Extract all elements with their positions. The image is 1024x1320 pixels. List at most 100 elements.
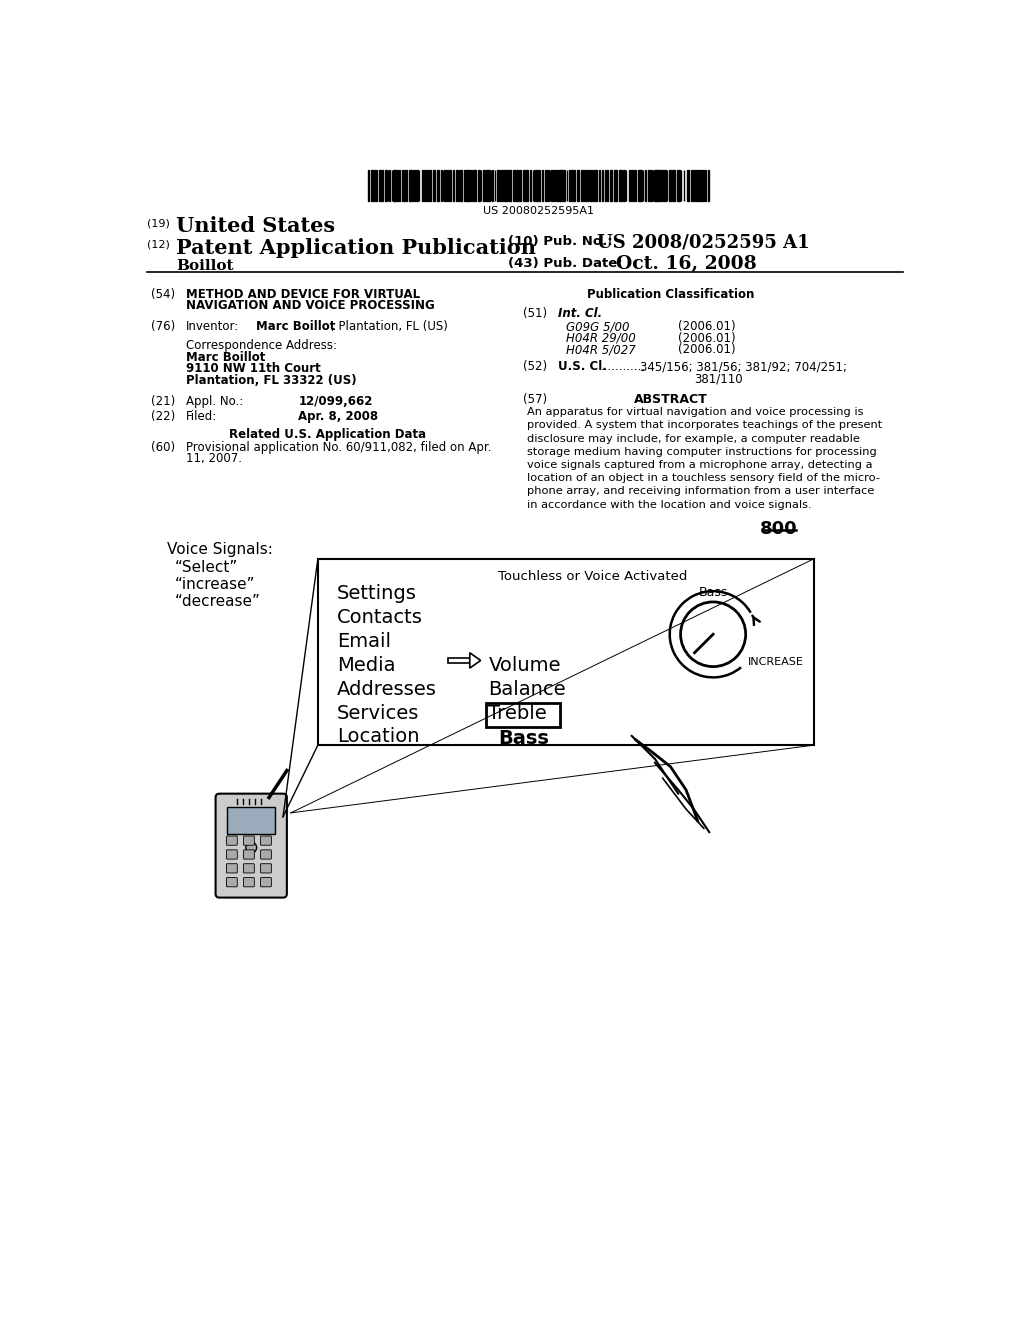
Text: (19): (19) — [147, 218, 170, 228]
Bar — [483, 170, 484, 201]
FancyBboxPatch shape — [260, 863, 271, 873]
Text: Inventor:: Inventor: — [186, 321, 240, 333]
Bar — [629, 170, 630, 201]
Bar — [526, 170, 528, 201]
Text: 345/156; 381/56; 381/92; 704/251;: 345/156; 381/56; 381/92; 704/251; — [640, 360, 847, 374]
Bar — [586, 170, 587, 201]
Bar — [705, 170, 707, 201]
Text: Balance: Balance — [488, 680, 566, 698]
Text: Apr. 8, 2008: Apr. 8, 2008 — [299, 411, 379, 424]
Text: Volume: Volume — [488, 656, 561, 675]
Text: Oct. 16, 2008: Oct. 16, 2008 — [616, 256, 757, 273]
Bar — [426, 170, 428, 201]
Text: (12): (12) — [147, 239, 170, 249]
Text: Touchless or Voice Activated: Touchless or Voice Activated — [499, 570, 688, 583]
Text: 381/110: 381/110 — [693, 372, 742, 385]
Text: , Plantation, FL (US): , Plantation, FL (US) — [331, 321, 447, 333]
Bar — [536, 170, 538, 201]
Text: (51): (51) — [523, 308, 548, 319]
Bar — [410, 170, 412, 201]
Bar — [662, 170, 663, 201]
Circle shape — [246, 842, 257, 853]
Text: “increase”: “increase” — [174, 577, 255, 593]
Bar — [648, 170, 649, 201]
Bar — [645, 170, 646, 201]
Bar — [610, 170, 612, 201]
Text: US 2008/0252595 A1: US 2008/0252595 A1 — [597, 234, 810, 252]
Text: United States: United States — [176, 216, 335, 236]
Text: H04R 5/027: H04R 5/027 — [566, 343, 636, 356]
Bar — [657, 170, 659, 201]
Bar — [461, 170, 462, 201]
Bar — [432, 170, 435, 201]
Text: Filed:: Filed: — [186, 411, 217, 424]
Text: Services: Services — [337, 704, 420, 722]
Text: ABSTRACT: ABSTRACT — [634, 393, 708, 407]
Bar — [385, 170, 387, 201]
Text: Contacts: Contacts — [337, 609, 423, 627]
Bar — [571, 170, 572, 201]
Text: (22): (22) — [152, 411, 175, 424]
Text: (76): (76) — [152, 321, 175, 333]
Bar — [379, 170, 381, 201]
Text: Boillot: Boillot — [176, 259, 233, 272]
Text: “decrease”: “decrease” — [174, 594, 260, 610]
Text: Provisional application No. 60/911,082, filed on Apr.: Provisional application No. 60/911,082, … — [186, 441, 492, 454]
Text: Settings: Settings — [337, 585, 417, 603]
Text: Email: Email — [337, 632, 391, 651]
Bar — [698, 170, 700, 201]
Text: (10) Pub. No.:: (10) Pub. No.: — [508, 235, 612, 248]
Text: U.S. Cl.: U.S. Cl. — [558, 360, 607, 374]
Bar — [474, 170, 476, 201]
Bar — [415, 170, 417, 201]
Text: Bass: Bass — [498, 729, 549, 748]
Bar — [556, 170, 558, 201]
Bar — [678, 170, 680, 201]
Bar — [671, 170, 672, 201]
Bar — [437, 170, 438, 201]
Text: 11, 2007.: 11, 2007. — [186, 451, 242, 465]
Text: 12/099,662: 12/099,662 — [299, 395, 373, 408]
Bar — [620, 170, 622, 201]
Bar — [624, 170, 625, 201]
Text: US 20080252595A1: US 20080252595A1 — [483, 206, 594, 216]
Text: Marc Boillot: Marc Boillot — [256, 321, 335, 333]
Bar — [635, 170, 636, 201]
Text: An apparatus for virtual navigation and voice processing is
provided. A system t: An apparatus for virtual navigation and … — [527, 407, 883, 510]
Bar — [615, 170, 617, 201]
Bar — [693, 170, 695, 201]
Bar — [515, 170, 518, 201]
Bar — [403, 170, 406, 201]
Bar — [317, 558, 814, 744]
Text: Addresses: Addresses — [337, 680, 437, 698]
FancyBboxPatch shape — [260, 836, 271, 845]
Bar — [604, 170, 606, 201]
Text: ............: ............ — [601, 360, 646, 374]
FancyBboxPatch shape — [226, 878, 238, 887]
Text: 9110 NW 11th Court: 9110 NW 11th Court — [186, 363, 321, 375]
Bar — [486, 170, 487, 201]
Bar — [590, 170, 592, 201]
Text: (2006.01): (2006.01) — [678, 321, 736, 333]
FancyBboxPatch shape — [244, 878, 254, 887]
Bar — [513, 170, 515, 201]
Text: Int. Cl.: Int. Cl. — [558, 308, 602, 319]
Bar — [640, 170, 642, 201]
Text: Treble: Treble — [488, 704, 547, 722]
Text: INCREASE: INCREASE — [748, 657, 804, 668]
Bar — [445, 170, 447, 201]
Text: (52): (52) — [523, 360, 548, 374]
Bar — [486, 702, 560, 727]
Bar — [449, 659, 475, 663]
FancyBboxPatch shape — [260, 850, 271, 859]
Bar — [551, 170, 553, 201]
Text: Publication Classification: Publication Classification — [587, 288, 755, 301]
Text: H04R 29/00: H04R 29/00 — [566, 331, 636, 345]
FancyBboxPatch shape — [244, 863, 254, 873]
FancyBboxPatch shape — [244, 850, 254, 859]
Text: Correspondence Address:: Correspondence Address: — [186, 339, 337, 352]
Bar — [401, 170, 403, 201]
Text: (2006.01): (2006.01) — [678, 343, 736, 356]
Text: (2006.01): (2006.01) — [678, 331, 736, 345]
Bar — [588, 170, 589, 201]
